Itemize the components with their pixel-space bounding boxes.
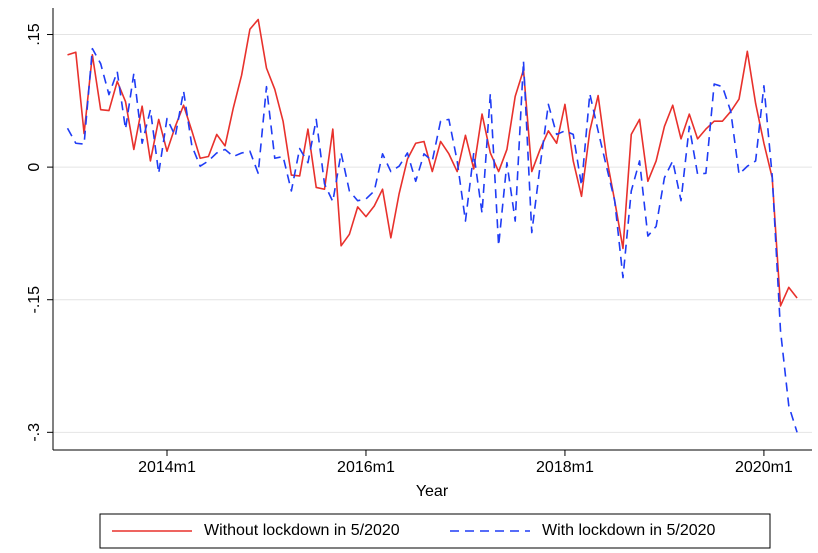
y-tick-label: -.15 <box>26 286 43 314</box>
x-tick-label: 2016m1 <box>337 459 395 476</box>
series-line <box>67 18 798 307</box>
legend-label: With lockdown in 5/2020 <box>542 522 716 539</box>
x-tick-label: 2014m1 <box>138 459 196 476</box>
x-tick-label: 2020m1 <box>735 459 793 476</box>
y-tick-label: 0 <box>26 163 43 172</box>
legend-box <box>99 513 771 549</box>
y-tick-label: .15 <box>26 23 43 45</box>
y-tick-label: -.3 <box>26 423 43 442</box>
legend-label: Without lockdown in 5/2020 <box>204 522 400 539</box>
x-axis-label: Year <box>416 483 449 500</box>
series-line <box>66 47 798 433</box>
x-tick-label: 2018m1 <box>536 459 594 476</box>
